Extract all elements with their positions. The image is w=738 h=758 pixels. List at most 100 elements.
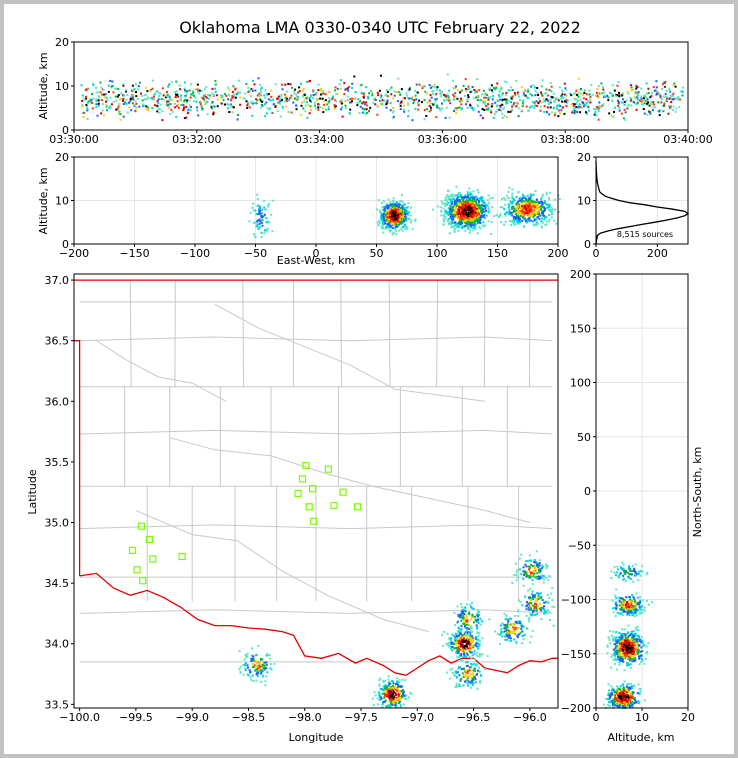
- time-altitude-source: [360, 83, 363, 86]
- ew-altitude-source: [399, 209, 402, 212]
- ew-altitude-source: [464, 194, 467, 197]
- time-altitude-source: [431, 90, 434, 93]
- time-altitude-source: [334, 89, 337, 92]
- time-altitude-source: [403, 104, 405, 107]
- plan-view-source: [551, 605, 554, 608]
- plan-view-source: [538, 568, 541, 571]
- plan-view-source: [238, 650, 241, 653]
- time-altitude-source: [595, 91, 598, 94]
- plan-view-source: [387, 678, 390, 681]
- plan-view-source: [468, 650, 471, 653]
- ns-altitude-source: [610, 691, 613, 694]
- ew-altitude-source: [504, 212, 506, 215]
- plan-view-source: [473, 662, 476, 665]
- plan-view-source: [461, 609, 464, 611]
- time-altitude-source: [505, 91, 508, 94]
- ew-altitude-source: [452, 221, 455, 224]
- ew-altitude-source: [478, 203, 480, 206]
- plan-view-source: [242, 664, 245, 666]
- time-altitude-source: [464, 78, 467, 81]
- ew-altitude-source: [400, 199, 403, 202]
- ew-altitude-source: [511, 188, 514, 191]
- time-altitude-source: [554, 97, 557, 100]
- time-altitude-source: [421, 101, 423, 104]
- ew-altitude-source: [464, 208, 466, 211]
- ns-altitude-source: [638, 640, 641, 643]
- time-altitude-source: [324, 99, 327, 102]
- ew-altitude-source: [449, 201, 452, 204]
- time-altitude-source: [84, 99, 87, 102]
- time-altitude-source: [326, 103, 329, 106]
- ew-altitude-source: [405, 211, 408, 214]
- time-altitude-source: [554, 112, 557, 115]
- time-altitude-source: [115, 108, 118, 111]
- plan-view-source: [464, 676, 467, 679]
- plan-view-source: [397, 695, 400, 698]
- time-altitude-source: [500, 86, 503, 89]
- time-altitude-source: [285, 100, 288, 103]
- time-altitude-source: [186, 90, 189, 93]
- ew-altitude-source: [472, 221, 475, 224]
- time-altitude-source: [455, 109, 458, 111]
- ew-axis-ytick-label: 10: [55, 195, 69, 208]
- time-altitude-source: [629, 99, 632, 102]
- time-altitude-source: [565, 105, 568, 107]
- plan-view-source: [532, 570, 535, 573]
- ew-altitude-source: [476, 204, 479, 207]
- ew-altitude-source: [391, 214, 394, 217]
- time-altitude-source: [185, 116, 188, 119]
- plan-view-source: [246, 652, 249, 655]
- time-altitude-source: [522, 92, 525, 95]
- ew-altitude-source: [414, 220, 417, 222]
- time-altitude-source: [476, 78, 479, 80]
- plan-view-source: [244, 669, 247, 672]
- plan-view-source: [540, 606, 543, 609]
- time-altitude-source: [202, 97, 205, 100]
- plan-view-source: [541, 574, 544, 577]
- ew-altitude-source: [404, 227, 407, 230]
- plan-view-source: [384, 693, 387, 696]
- time-altitude-source: [234, 96, 237, 99]
- plan-view-source: [507, 620, 510, 623]
- ew-altitude-source: [473, 205, 476, 208]
- time-altitude-source: [540, 93, 543, 96]
- time-altitude-source: [473, 88, 476, 91]
- time-altitude-source: [542, 98, 545, 101]
- time-altitude-source: [230, 105, 233, 108]
- plan-view-source: [458, 683, 461, 686]
- plan-view-source: [504, 630, 507, 633]
- plan-view-source: [471, 630, 474, 633]
- time-altitude-source: [321, 107, 324, 110]
- time-altitude-source: [293, 92, 296, 95]
- ew-altitude-source: [550, 216, 553, 219]
- ns-altitude-source: [629, 686, 632, 689]
- time-altitude-source: [122, 115, 125, 118]
- time-altitude-source: [339, 87, 342, 90]
- plan-view-source: [467, 680, 470, 683]
- ew-altitude-source: [504, 203, 507, 206]
- time-altitude-source: [260, 106, 263, 109]
- plan-view-source: [466, 664, 469, 667]
- ew-altitude-source: [533, 214, 536, 217]
- time-altitude-source: [624, 111, 627, 114]
- plan-view-source: [390, 695, 393, 698]
- ew-altitude-source: [474, 220, 477, 223]
- ew-altitude-source: [259, 205, 261, 208]
- plan-view-source: [402, 703, 405, 706]
- ew-altitude-source: [384, 210, 387, 213]
- ew-altitude-source: [542, 211, 545, 214]
- time-altitude-source: [225, 94, 228, 97]
- county-line: [129, 280, 132, 387]
- plan-view-source: [466, 627, 468, 630]
- ew-altitude-source: [395, 223, 398, 226]
- ew-altitude-source: [528, 216, 531, 218]
- plan-view-source: [532, 594, 535, 597]
- map-ytick-label: 34.0: [45, 638, 70, 651]
- ew-altitude-source: [472, 207, 475, 210]
- time-altitude-source: [197, 90, 200, 93]
- ew-altitude-source: [401, 214, 403, 217]
- time-altitude-source: [167, 100, 170, 103]
- time-altitude-source: [265, 93, 268, 95]
- plan-view-source: [460, 628, 463, 630]
- time-altitude-source: [650, 102, 653, 105]
